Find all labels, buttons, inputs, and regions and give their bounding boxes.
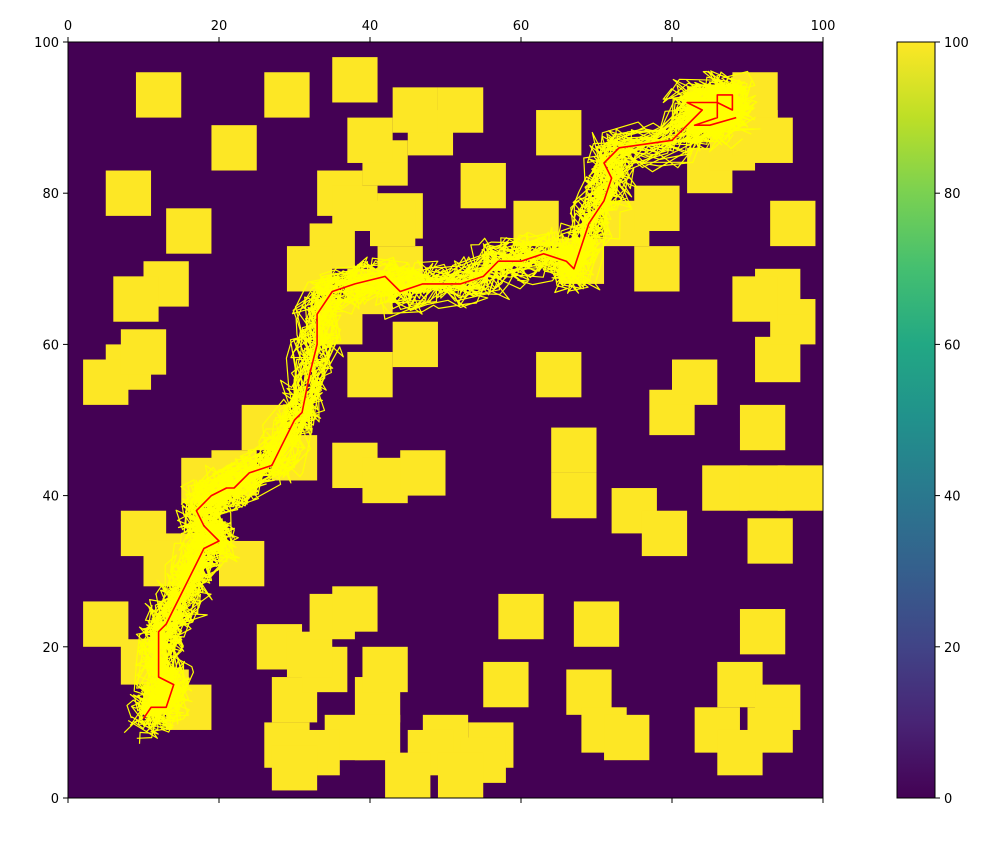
colorbar-tick-label: 0 bbox=[944, 792, 952, 807]
obstacle-cell bbox=[747, 518, 793, 564]
obstacle-cell bbox=[105, 170, 152, 216]
obstacle-cell bbox=[641, 510, 688, 557]
obstacle-cell bbox=[400, 450, 446, 496]
x-tick-label: 0 bbox=[64, 19, 72, 34]
obstacle-cell bbox=[747, 117, 793, 163]
colorbar-tick-label: 80 bbox=[944, 187, 961, 202]
y-tick-label: 20 bbox=[42, 641, 59, 656]
obstacle-cell bbox=[83, 601, 129, 647]
obstacle-cell bbox=[460, 162, 506, 209]
obstacle-cell bbox=[739, 609, 786, 655]
obstacle-cell bbox=[83, 359, 129, 405]
candidate-trajectory bbox=[140, 70, 734, 712]
y-axis: 0 20 40 60 80 100 bbox=[34, 36, 68, 807]
obstacle-cell bbox=[483, 661, 529, 708]
y-tick-label: 100 bbox=[34, 36, 59, 51]
obstacle-cell bbox=[551, 472, 597, 519]
candidate-trajectory bbox=[130, 81, 748, 726]
colorbar-tick-label: 20 bbox=[944, 641, 961, 656]
obstacle-cell bbox=[777, 465, 823, 511]
obstacle-cell bbox=[739, 404, 786, 451]
candidate-trajectory bbox=[129, 86, 742, 726]
obstacle-cell bbox=[573, 601, 620, 647]
obstacle-cell bbox=[634, 246, 680, 292]
obstacle-cell bbox=[370, 200, 416, 247]
plot-frame bbox=[67, 41, 824, 799]
x-tick-label: 20 bbox=[211, 19, 228, 34]
candidate-trajectory bbox=[147, 96, 750, 718]
colorbar-axis: 0 20 40 60 80 100 bbox=[935, 36, 969, 807]
obstacle-cell bbox=[166, 208, 212, 254]
obstacle-cell bbox=[634, 185, 680, 231]
obstacle-cell bbox=[437, 752, 484, 798]
obstacle-cell bbox=[392, 321, 438, 368]
colorbar-tick-label: 100 bbox=[944, 36, 969, 51]
obstacle-cell bbox=[332, 586, 378, 632]
obstacle-cell bbox=[604, 714, 650, 761]
obstacle-cell bbox=[536, 351, 582, 398]
obstacle-cell bbox=[362, 646, 408, 693]
best-path-layer bbox=[142, 94, 737, 720]
y-tick-label: 40 bbox=[42, 490, 59, 505]
obstacle-cell bbox=[271, 745, 318, 791]
obstacle-cell bbox=[332, 57, 378, 103]
obstacle-cell bbox=[437, 87, 484, 133]
obstacle-cell bbox=[732, 276, 778, 322]
x-tick-label: 80 bbox=[664, 19, 681, 34]
obstacle-cell bbox=[498, 593, 544, 640]
obstacle-cell bbox=[747, 707, 793, 753]
x-tick-label: 40 bbox=[362, 19, 379, 34]
obstacle-cell bbox=[347, 117, 393, 163]
x-axis: 0 20 40 60 80 100 bbox=[64, 19, 836, 803]
obstacle-cell bbox=[347, 351, 393, 398]
best-path-line bbox=[142, 94, 737, 720]
y-tick-label: 0 bbox=[51, 792, 59, 807]
colorbar-tick-label: 60 bbox=[944, 338, 961, 353]
obstacle-cell bbox=[120, 329, 167, 375]
colorbar bbox=[896, 41, 936, 799]
obstacle-cell bbox=[392, 87, 438, 133]
obstacle-cell bbox=[113, 276, 159, 322]
obstacle-cell bbox=[551, 427, 597, 473]
obstacle-cell bbox=[672, 359, 718, 405]
obstacle-cell bbox=[264, 72, 310, 118]
colorbar-tick-label: 40 bbox=[944, 490, 961, 505]
obstacle-cell bbox=[135, 72, 182, 118]
x-tick-label: 100 bbox=[811, 19, 836, 34]
obstacle-cell bbox=[211, 125, 257, 171]
obstacle-cell bbox=[566, 669, 612, 715]
obstacle-cell bbox=[536, 110, 582, 156]
y-tick-label: 60 bbox=[42, 338, 59, 353]
y-tick-label: 80 bbox=[42, 187, 59, 202]
obstacle-cell bbox=[385, 752, 431, 798]
trajectory-layer bbox=[123, 70, 761, 744]
x-tick-label: 60 bbox=[513, 19, 530, 34]
obstacle-cell bbox=[770, 200, 816, 247]
